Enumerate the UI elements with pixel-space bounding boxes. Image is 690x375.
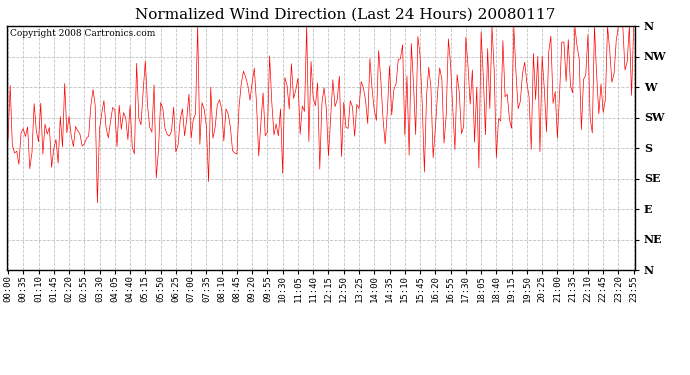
Text: Copyright 2008 Cartronics.com: Copyright 2008 Cartronics.com	[10, 29, 155, 38]
Text: Normalized Wind Direction (Last 24 Hours) 20080117: Normalized Wind Direction (Last 24 Hours…	[135, 8, 555, 21]
